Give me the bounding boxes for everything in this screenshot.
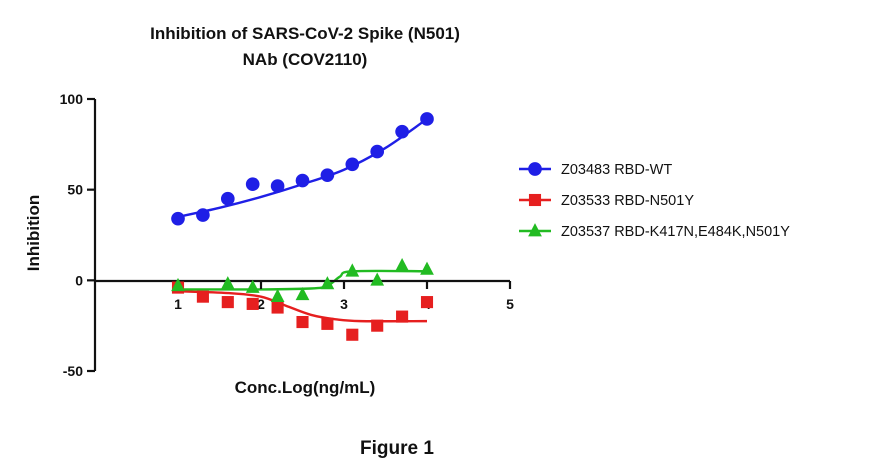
figure-caption: Figure 1 [360,438,434,459]
y-tick-label: 50 [67,182,83,198]
legend: Z03483 RBD-WT Z03533 RBD-N501Y Z03537 RBD-… [519,162,790,240]
data-point-z03533-rbd-n501y [396,310,409,323]
data-point-z03483-rbd-wt [196,208,210,222]
y-tick-label: -50 [63,363,83,379]
data-point-z03483-rbd-wt [171,211,185,226]
data-point-z03483-rbd-wt [395,124,409,139]
x-axis-label: Conc.Log(ng/mL) [235,378,376,397]
data-point-z03483-rbd-wt [245,177,260,192]
legend-label-z03537-rbd-k417n-e484k-n501y: Z03537 RBD-K417N,E484K,N501Y [561,224,790,240]
data-point-z03537-rbd-k417n-e484k-n501y [420,261,434,275]
data-point-z03537-rbd-k417n-e484k-n501y [295,286,310,301]
data-point-z03537-rbd-k417n-e484k-n501y [270,288,285,302]
x-tick-label: 1 [174,296,182,312]
data-point-z03533-rbd-n501y [271,301,284,314]
data-point-z03533-rbd-n501y [321,317,334,330]
data-point-z03483-rbd-wt [420,112,434,126]
chart-title-line-1: Inhibition of SARS-CoV-2 Spike (N501) [150,24,460,43]
data-point-z03537-rbd-k417n-e484k-n501y [370,272,385,286]
data-point-z03537-rbd-k417n-e484k-n501y [171,277,185,292]
data-point-z03537-rbd-k417n-e484k-n501y [220,276,235,290]
data-point-z03533-rbd-n501y [346,328,359,341]
data-point-z03533-rbd-n501y [420,296,434,309]
data-point-z03533-rbd-n501y [296,315,309,329]
data-point-z03537-rbd-k417n-e484k-n501y [345,263,360,277]
y-tick-label: 0 [75,272,83,288]
data-point-z03537-rbd-k417n-e484k-n501y [245,279,260,293]
fit-curve-z03483-rbd-wt [177,117,428,219]
data-point-z03533-rbd-n501y [221,296,234,309]
fit-curve-z03533-rbd-n501y [177,290,428,323]
x-tick-label: 3 [340,296,348,312]
y-ticks: -50 0 50 100 [60,91,95,379]
data-point-z03483-rbd-wt [320,168,335,182]
data-points [171,112,434,341]
legend-marker-z03483-rbd-wt [528,162,542,176]
chart-title-line-2: NAb (COV2110) [243,50,368,69]
x-tick-label: 5 [506,296,514,312]
legend-marker-z03537-rbd-k417n-e484k-n501y [528,223,542,237]
data-point-z03533-rbd-n501y [371,319,384,332]
data-point-z03537-rbd-k417n-e484k-n501y [395,257,409,272]
legend-label-z03533-rbd-n501y: Z03533 RBD-N501Y [561,193,694,209]
data-point-z03483-rbd-wt [270,179,285,193]
legend-label-z03483-rbd-wt: Z03483 RBD-WT [561,162,672,178]
y-tick-label: 100 [60,91,84,107]
data-point-z03483-rbd-wt [370,144,385,159]
legend-marker-z03533-rbd-n501y [528,193,542,207]
data-point-z03483-rbd-wt [345,157,360,172]
data-point-z03533-rbd-n501y [196,290,209,303]
data-point-z03483-rbd-wt [295,173,310,188]
x-tick-label: 2 [257,296,265,312]
data-point-z03483-rbd-wt [220,191,235,206]
data-point-z03533-rbd-n501y [246,297,259,310]
y-axis-label: Inhibition [24,195,43,271]
data-point-z03537-rbd-k417n-e484k-n501y [320,276,335,290]
